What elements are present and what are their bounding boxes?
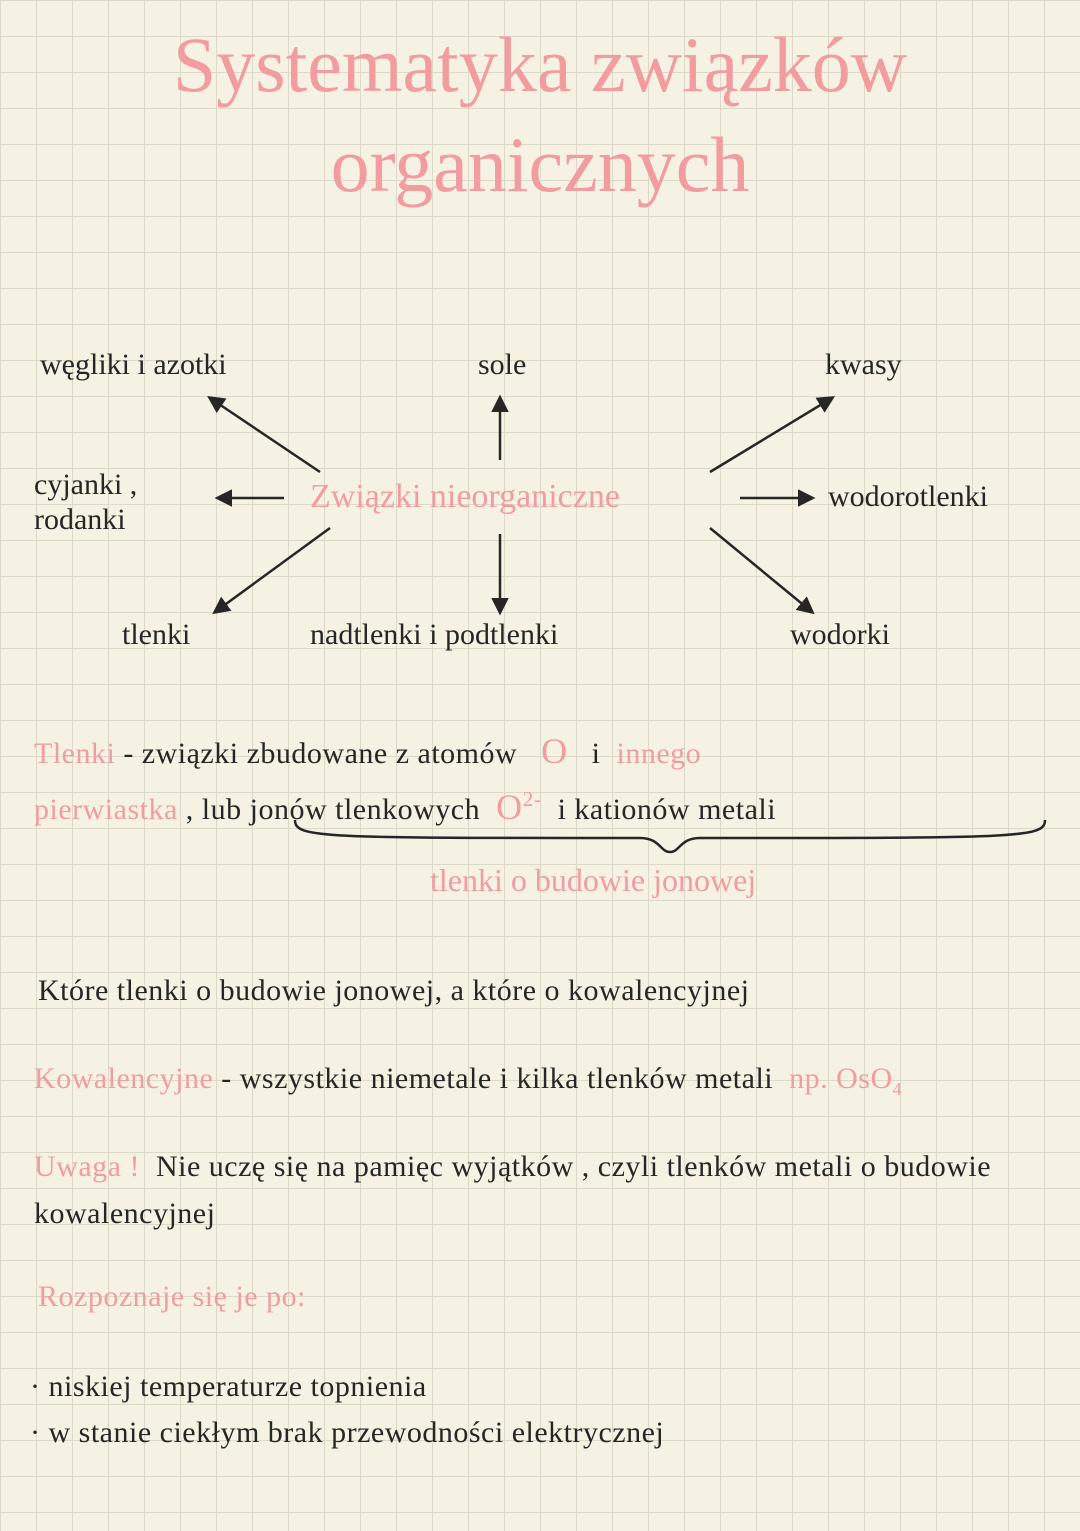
kowalencyjne-line: Kowalencyjne - wszystkie niemetale i kil… bbox=[34, 1056, 1074, 1104]
node-nadtlenki: nadtlenki i podtlenki bbox=[310, 618, 558, 653]
def-O: O bbox=[541, 731, 568, 771]
uwaga-block: Uwaga ! Nie uczę się na pamięc wyjątków … bbox=[34, 1144, 1054, 1237]
title-line-2: organicznych bbox=[0, 118, 1080, 212]
bullet-2-text: w stanie ciekłym brak przewodności elekt… bbox=[49, 1416, 665, 1449]
bullet-2: · w stanie ciekłym brak przewodności ele… bbox=[30, 1410, 1050, 1457]
node-wodorotlenki: wodorotlenki bbox=[828, 480, 988, 515]
definition-tlenki: Tlenki - związki zbudowane z atomów O i … bbox=[34, 724, 1054, 836]
kow-example: np. OsO4 bbox=[789, 1062, 902, 1095]
uwaga-text: Nie uczę się na pamięc wyjątków , czyli … bbox=[34, 1150, 991, 1230]
kow-text: - wszystkie niemetale i kilka tlenków me… bbox=[221, 1062, 773, 1095]
rozpoznaje-heading: Rozpoznaje się je po: bbox=[38, 1274, 306, 1321]
node-sole: sole bbox=[478, 348, 526, 383]
def-pierwiastka: pierwiastka bbox=[34, 793, 178, 826]
bullet-1-text: niskiej temperaturze topnienia bbox=[49, 1370, 427, 1403]
def-t1: - związki zbudowane z atomów bbox=[123, 737, 517, 770]
node-wodorki: wodorki bbox=[790, 618, 890, 653]
def-t2: i bbox=[592, 737, 601, 770]
uwaga-label: Uwaga ! bbox=[34, 1150, 140, 1183]
node-kwasy: kwasy bbox=[825, 348, 902, 383]
title-line-1: Systematyka związków bbox=[0, 18, 1080, 112]
node-cyjanki: cyjanki , rodanki bbox=[34, 468, 137, 537]
def-label: Tlenki bbox=[34, 737, 115, 770]
node-wegliki: węgliki i azotki bbox=[40, 348, 227, 383]
brace-caption: tlenki o budowie jonowej bbox=[430, 862, 756, 899]
page-title: Systematyka związków organicznych bbox=[0, 0, 1080, 211]
question-line: Które tlenki o budowie jonowej, a które … bbox=[38, 968, 1058, 1015]
node-center: Związki nieorganiczne bbox=[310, 478, 620, 516]
def-t3: , lub jonów tlenkowych bbox=[186, 793, 480, 826]
def-t4: i kationów metali bbox=[558, 793, 776, 826]
kow-label: Kowalencyjne bbox=[34, 1062, 213, 1095]
bullet-1: · niskiej temperaturze topnienia bbox=[30, 1364, 1050, 1411]
def-O2: O2- bbox=[496, 787, 542, 827]
node-tlenki: tlenki bbox=[122, 618, 190, 653]
def-innego: innego bbox=[617, 737, 702, 770]
